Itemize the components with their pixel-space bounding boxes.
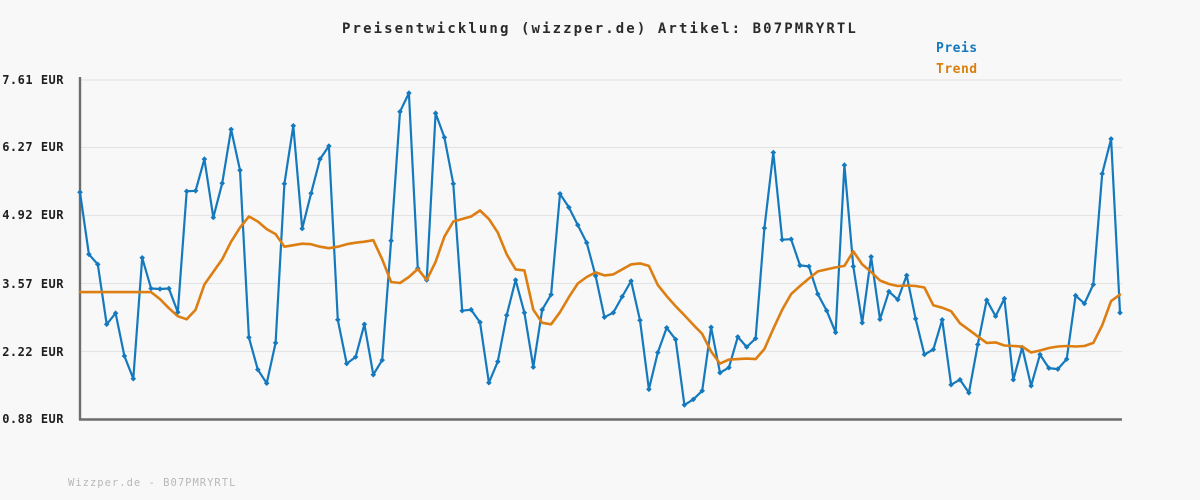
watermark: Wizzper.de - B07PMRYRTL: [68, 477, 237, 489]
legend: Preis Trend: [936, 38, 978, 80]
y-axis-labels: 0.88 EUR 2.22 EUR 3.57 EUR 4.92 EUR 6.27 EUR…: [0, 0, 64, 500]
y-tick-label: 6.27 EUR: [2, 140, 64, 155]
trend-line: [78, 209, 1122, 365]
y-tick-label: 3.57 EUR: [2, 276, 64, 291]
y-tick-label: 0.88 EUR: [2, 412, 64, 426]
y-tick-label: 7.61 EUR: [2, 73, 64, 87]
y-tick-label: 2.22 EUR: [2, 344, 64, 359]
legend-item-preis: Preis: [936, 41, 978, 56]
y-tick-label: 4.92 EUR: [2, 208, 64, 223]
preis-line: [78, 91, 1122, 406]
chart-title: Preisentwicklung (wizzper.de) Artikel: B…: [342, 21, 858, 37]
legend-item-trend: Trend: [936, 62, 978, 77]
